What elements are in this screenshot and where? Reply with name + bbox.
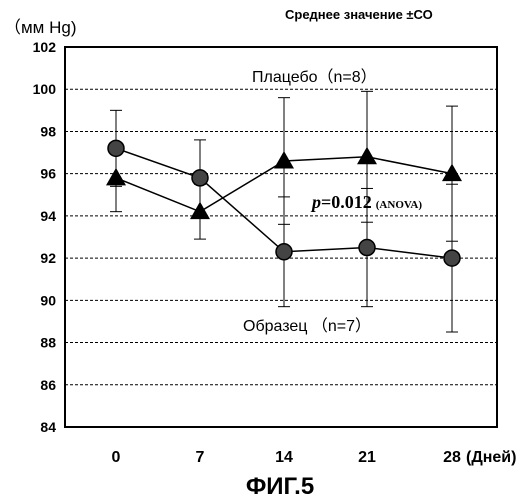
- point-circle: [444, 250, 460, 266]
- y-axis-label: （мм Hg): [4, 18, 77, 37]
- x-tick-label: 7: [196, 449, 205, 466]
- anova-label: (ANOVA): [376, 199, 423, 211]
- point-circle: [359, 240, 375, 256]
- p-value: =0.012: [321, 192, 372, 212]
- x-tick-label: 0: [112, 449, 121, 466]
- point-triangle: [357, 147, 377, 165]
- error-bars: [110, 91, 458, 332]
- y-tick-label: 102: [33, 39, 57, 55]
- x-axis-label: (Дней): [466, 449, 516, 466]
- point-circle: [192, 170, 208, 186]
- y-tick-label: 100: [33, 81, 57, 97]
- p-value-annotation: p=0.012 (ANOVA): [310, 192, 422, 212]
- grid-lines: [65, 89, 497, 385]
- y-tick-label: 88: [40, 335, 56, 351]
- point-triangle: [106, 168, 126, 186]
- y-tick-label: 98: [40, 123, 56, 139]
- point-circle: [108, 140, 124, 156]
- x-tick-label: 14: [275, 449, 293, 466]
- point-triangle: [274, 151, 294, 169]
- mean-sd-note: Среднее значение ±СО: [285, 7, 433, 22]
- y-tick-label: 94: [40, 208, 56, 224]
- point-triangle: [190, 202, 210, 220]
- series-label-placebo: Плацебо（n=8）: [252, 68, 377, 86]
- figure-caption: ФИГ.5: [246, 473, 314, 500]
- x-tick-label: 28: [443, 449, 461, 466]
- y-tick-label: 92: [40, 250, 56, 266]
- x-tick-label: 21: [358, 449, 376, 466]
- series-label-sample: Образец （n=7）: [243, 317, 371, 335]
- y-tick-label: 96: [40, 166, 56, 182]
- y-tick-label: 86: [40, 377, 56, 393]
- y-tick-label: 84: [40, 419, 56, 435]
- y-tick-label: 90: [40, 292, 56, 308]
- x-tick-labels: 0 7 14 21 28: [112, 449, 461, 466]
- y-tick-labels: 84 86 88 90 92 94 96 98 100 102: [33, 39, 57, 435]
- p-symbol: p: [310, 192, 321, 212]
- point-circle: [276, 244, 292, 260]
- plot-frame: [65, 47, 497, 427]
